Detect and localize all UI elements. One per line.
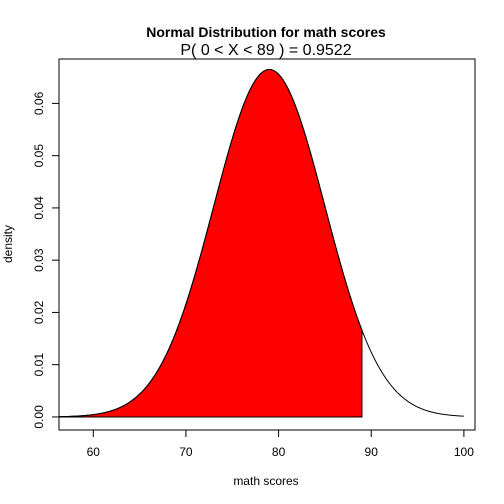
y-axis: 0.00 0.01 0.02 0.03 0.04 0.05 0.06 <box>32 91 59 429</box>
shaded-probability-area <box>58 68 363 418</box>
y-tick-label: 0.01 <box>32 353 46 377</box>
plot-area <box>58 68 464 418</box>
density-curve <box>58 68 464 418</box>
x-axis: 60 70 80 90 100 <box>87 430 474 459</box>
y-tick-label: 0.00 <box>32 405 46 429</box>
x-tick-label: 90 <box>365 445 379 459</box>
plot-frame <box>58 58 476 431</box>
x-tick-label: 100 <box>454 445 474 459</box>
y-tick-label: 0.02 <box>32 300 46 324</box>
x-axis-label: math scores <box>233 474 298 488</box>
y-tick-label: 0.05 <box>32 144 46 168</box>
x-tick-label: 60 <box>87 445 101 459</box>
chart-subtitle: P( 0 < X < 89 ) = 0.9522 <box>180 42 351 59</box>
y-tick-label: 0.03 <box>32 248 46 272</box>
y-axis-label: density <box>1 225 15 263</box>
chart-title: Normal Distribution for math scores <box>146 24 386 40</box>
y-tick-label: 0.04 <box>32 196 46 220</box>
y-tick-label: 0.06 <box>32 91 46 115</box>
x-tick-label: 80 <box>272 445 286 459</box>
x-tick-label: 70 <box>179 445 193 459</box>
